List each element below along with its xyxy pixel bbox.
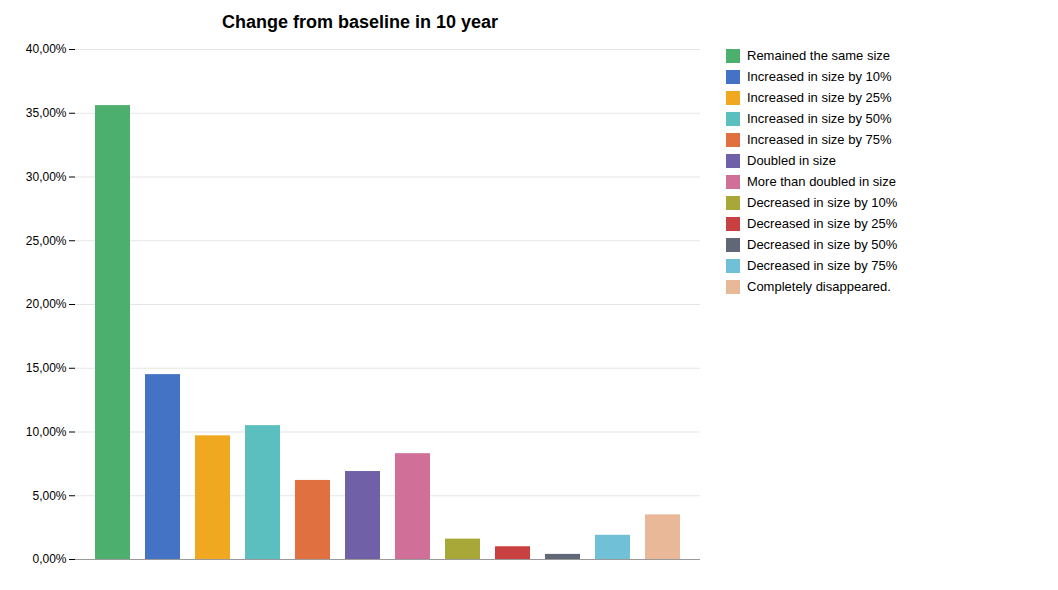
svg-text:0,00%: 0,00% [32, 552, 66, 566]
svg-text:40,00%: 40,00% [26, 42, 67, 56]
svg-text:10,00%: 10,00% [26, 425, 67, 439]
html-text:Decreased in size by 50%: Decreased in size by 50% [747, 237, 898, 252]
html-text:Increased in size by 10%: Increased in size by 10% [747, 69, 892, 84]
svg-text:30,00%: 30,00% [26, 170, 67, 184]
svg-text:20,00%: 20,00% [26, 297, 67, 311]
html-text:Doubled in size: Doubled in size [747, 153, 836, 168]
svg-text:15,00%: 15,00% [26, 361, 67, 375]
svg-text:25,00%: 25,00% [26, 234, 67, 248]
html-text:Decreased in size by 25%: Decreased in size by 25% [747, 216, 898, 231]
html-text:Completely disappeared.: Completely disappeared. [747, 279, 891, 294]
html-text:Increased in size by 50%: Increased in size by 50% [747, 111, 892, 126]
html-text:Increased in size by 75%: Increased in size by 75% [747, 132, 892, 147]
svg-text:35,00%: 35,00% [26, 106, 67, 120]
svg-text:5,00%: 5,00% [32, 489, 66, 503]
html-text:Increased in size by 25%: Increased in size by 25% [747, 90, 892, 105]
html-text:Decreased in size by 75%: Decreased in size by 75% [747, 258, 898, 273]
html-text:More than doubled in size: More than doubled in size [747, 174, 896, 189]
html-text:Change from baseline in 10 yea: Change from baseline in 10 year [221, 12, 498, 32]
html-text:Remained the same size: Remained the same size [747, 48, 891, 63]
html-text:Decreased in size by 10%: Decreased in size by 10% [747, 195, 898, 210]
